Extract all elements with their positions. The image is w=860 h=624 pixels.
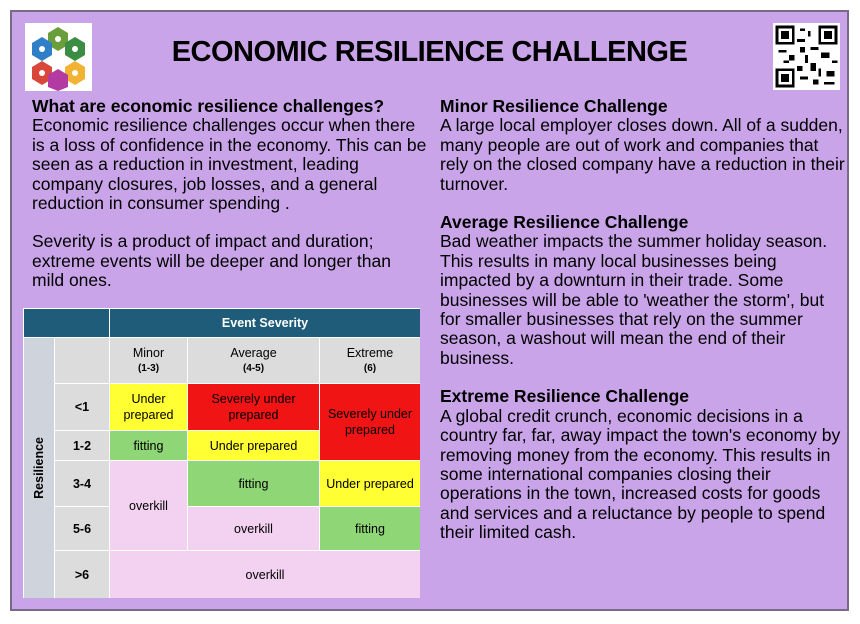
- column-header-extreme: Extreme (6): [320, 338, 420, 383]
- average-heading: Average Resilience Challenge: [440, 212, 689, 233]
- cell-1-2-minor: fitting: [110, 431, 187, 460]
- cell-3-4-extreme: Under prepared: [320, 461, 420, 506]
- severity-resilience-matrix: Event Severity Resilience Minor (1-3) Ave…: [23, 308, 420, 598]
- intro-column: What are economic resilience challenges?…: [32, 96, 427, 291]
- challenges-column: Minor Resilience Challenge A large local…: [440, 96, 845, 543]
- resilience-axis-label: Resilience: [24, 338, 54, 598]
- qr-code-icon[interactable]: [773, 23, 840, 90]
- cell-lt1-average: Severely under prepared: [188, 384, 319, 430]
- intro-paragraph: Economic resilience challenges occur whe…: [32, 115, 427, 214]
- minor-heading: Minor Resilience Challenge: [440, 96, 668, 116]
- resilience-card: ECONOMIC RESILIENCE CHALLENGE What are e…: [10, 10, 849, 611]
- cell-1-2-average: Under prepared: [188, 431, 319, 460]
- minor-body: A large local employer closes down. All …: [440, 115, 845, 194]
- cell-lt1-2-extreme: Severely under prepared: [320, 384, 420, 460]
- cell-5-6-extreme: fitting: [320, 507, 420, 550]
- matrix-corner: [24, 309, 109, 337]
- average-body: Bad weather impacts the summer holiday s…: [440, 231, 828, 368]
- extreme-heading: Extreme Resilience Challenge: [440, 386, 689, 407]
- cell-lt1-minor: Under prepared: [110, 384, 187, 430]
- row-header-3-4: 3-4: [55, 461, 109, 506]
- column-header-average: Average (4-5): [188, 338, 319, 383]
- severity-paragraph: Severity is a product of impact and dura…: [32, 231, 391, 291]
- cell-3-6-minor: overkill: [110, 461, 187, 550]
- hexagon-logo-icon: [25, 23, 92, 91]
- event-severity-header: Event Severity: [110, 309, 420, 337]
- cell-5-6-average: overkill: [188, 507, 319, 550]
- intro-heading: What are economic resilience challenges?: [32, 96, 385, 116]
- cell-3-4-average: fitting: [188, 461, 319, 506]
- cell-gt6-all: overkill: [110, 551, 420, 598]
- row-header-lt1: <1: [55, 384, 109, 430]
- extreme-body: A global credit crunch, economic decisio…: [440, 405, 841, 543]
- row-header-5-6: 5-6: [55, 507, 109, 550]
- page-title: ECONOMIC RESILIENCE CHALLENGE: [171, 36, 688, 68]
- column-header-minor: Minor (1-3): [110, 338, 187, 383]
- column-header-blank: [55, 338, 109, 383]
- row-header-gt6: >6: [55, 551, 109, 598]
- row-header-1-2: 1-2: [55, 431, 109, 460]
